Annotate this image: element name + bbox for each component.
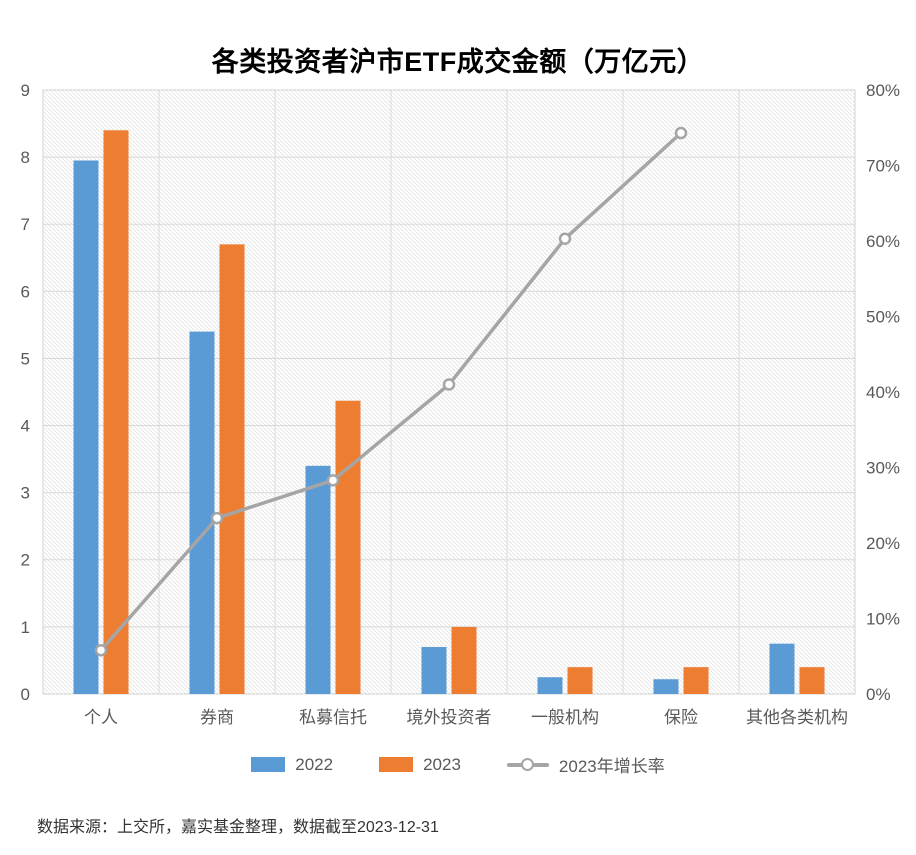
left-axis-tick: 9: [21, 81, 30, 100]
category-label: 其他各类机构: [746, 708, 848, 727]
category-label: 一般机构: [531, 708, 599, 727]
bar-2022-5: [653, 679, 679, 694]
bar-2023-3: [451, 626, 477, 694]
growth-line: [99, 131, 683, 652]
bar-2023-0: [103, 130, 129, 694]
bar-2023-1: [219, 244, 245, 694]
bar-2022-1: [189, 331, 215, 694]
left-axis-tick: 6: [21, 282, 30, 301]
right-axis-tick: 0%: [866, 685, 891, 704]
right-axis-tick: 30%: [866, 458, 900, 477]
legend-item-growth: 2023年增长率: [506, 752, 665, 777]
growth-line-marker: [94, 643, 108, 657]
legend-item-2023: 2023: [379, 755, 461, 775]
legend-swatch-2023: [379, 757, 414, 772]
right-axis-tick: 50%: [866, 307, 900, 326]
bar-2022-2: [305, 465, 331, 694]
left-axis-tick: 4: [21, 417, 30, 436]
bar-2022-6: [769, 643, 795, 694]
legend: 2022 2023 2023年增长率: [0, 752, 916, 777]
plot-area-hatch: [43, 90, 855, 694]
right-axis-tick: 70%: [866, 156, 900, 175]
line-marker-icon: [506, 757, 549, 772]
left-axis-tick: 5: [21, 349, 30, 368]
bar-2022-4: [537, 677, 563, 694]
chart-title: 各类投资者沪市ETF成交金额（万亿元）: [211, 47, 705, 77]
chart-plot: 0 1 2 3 4 5 6 7 8 9 0% 10% 20% 30% 40% 50% 60% 70% 80% 个人 券商…: [21, 81, 901, 727]
growth-line-marker: [210, 511, 224, 525]
category-label: 券商: [200, 708, 234, 727]
legend-swatch-2022: [251, 757, 286, 772]
left-axis-tick: 2: [21, 551, 30, 570]
left-axis-tick: 1: [21, 618, 30, 637]
legend-line-dot: [520, 758, 534, 771]
right-axis-tick: 10%: [866, 609, 900, 628]
growth-line-marker: [326, 474, 340, 487]
right-axis-tick: 60%: [866, 232, 900, 251]
legend-label-2023: 2023: [423, 754, 461, 774]
category-label: 境外投资者: [407, 708, 492, 727]
bar-2023-4: [567, 667, 593, 694]
growth-line-marker: [442, 378, 456, 391]
bar-2022-0: [73, 160, 99, 694]
growth-line-marker: [558, 232, 572, 245]
growth-line-marker: [674, 126, 688, 140]
left-axis-tick: 3: [21, 484, 30, 503]
left-axis-tick: 7: [21, 215, 30, 234]
legend-item-2022: 2022: [251, 755, 333, 775]
category-label: 个人: [84, 708, 118, 727]
legend-label-2022: 2022: [295, 754, 334, 774]
category-label: 私募信托: [299, 708, 367, 727]
bar-2022-3: [421, 647, 447, 694]
bar-2023-6: [799, 667, 825, 694]
right-axis-tick: 40%: [866, 383, 900, 402]
legend-label-growth: 2023年增长率: [558, 757, 665, 776]
category-label: 保险: [664, 708, 698, 727]
right-axis-tick: 80%: [866, 81, 900, 100]
right-axis-tick: 20%: [866, 534, 900, 553]
plot-border: [42, 89, 856, 695]
left-axis-tick: 0: [21, 685, 30, 704]
source-note: 数据来源：上交所，嘉实基金整理，数据截至2023-12-31: [37, 819, 439, 836]
left-axis-tick: 8: [21, 148, 30, 167]
bar-2023-2: [335, 400, 361, 694]
bar-2023-5: [683, 667, 709, 694]
